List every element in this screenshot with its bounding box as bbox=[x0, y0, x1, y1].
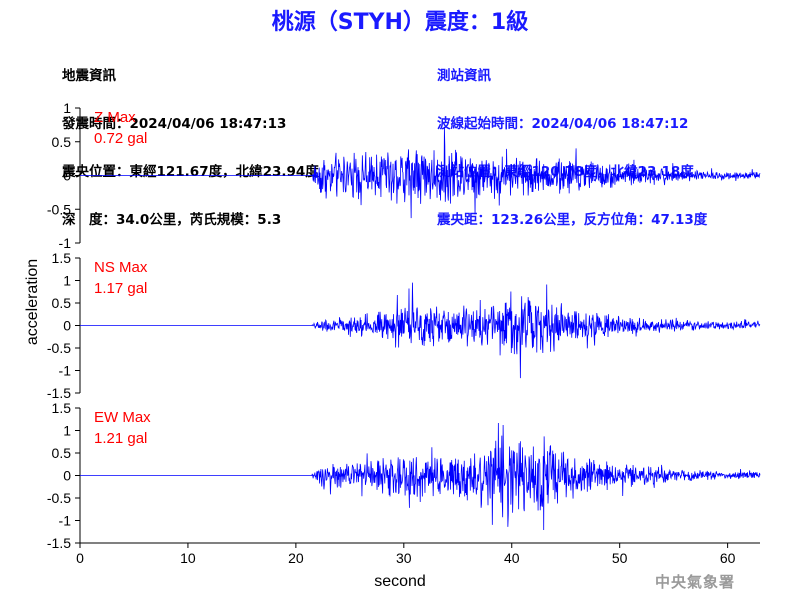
component-label: Z Max bbox=[94, 109, 136, 126]
y-tick-label: 0 bbox=[63, 318, 71, 334]
x-tick-label: 40 bbox=[504, 550, 520, 566]
y-tick-label: 1.5 bbox=[52, 250, 72, 266]
y-tick-label: -1.5 bbox=[47, 535, 71, 551]
waveform-ew bbox=[80, 423, 761, 530]
y-tick-label: -0.5 bbox=[47, 201, 71, 217]
y-tick-label: -0.5 bbox=[47, 490, 71, 506]
y-tick-label: 0 bbox=[63, 468, 71, 484]
y-axis-label: acceleration bbox=[24, 259, 41, 345]
station-info-heading: 測站資訊 bbox=[437, 68, 491, 84]
component-label: NS Max bbox=[94, 259, 148, 276]
x-axis-label: second bbox=[374, 573, 426, 590]
y-tick-label: -1.5 bbox=[47, 385, 71, 401]
y-tick-label: 1 bbox=[63, 423, 71, 439]
x-tick-label: 60 bbox=[720, 550, 736, 566]
y-tick-label: -0.5 bbox=[47, 340, 71, 356]
x-tick-label: 20 bbox=[288, 550, 304, 566]
y-tick-label: 0.5 bbox=[52, 295, 72, 311]
epicentral-distance: 震央距：123.26公里，反方位角：47.13度 bbox=[437, 212, 708, 228]
max-value-label: 0.72 gal bbox=[94, 130, 147, 147]
x-tick-label: 30 bbox=[396, 550, 412, 566]
event-info: 地震資訊 發震時間：2024/04/06 18:47:13 震央位置：東經121… bbox=[62, 36, 319, 244]
waveform-z bbox=[80, 126, 761, 219]
depth-magnitude: 深 度：34.0公里，芮氏規模：5.3 bbox=[62, 212, 282, 228]
y-tick-label: 1 bbox=[63, 273, 71, 289]
origin-time: 發震時間：2024/04/06 18:47:13 bbox=[62, 116, 287, 132]
x-tick-label: 50 bbox=[612, 550, 628, 566]
event-info-heading: 地震資訊 bbox=[62, 68, 116, 84]
y-tick-label: -1 bbox=[59, 235, 72, 251]
y-tick-label: 0 bbox=[63, 168, 71, 184]
y-tick-label: 0.5 bbox=[52, 445, 72, 461]
y-tick-label: 1.5 bbox=[52, 400, 72, 416]
component-label: EW Max bbox=[94, 409, 151, 426]
x-tick-label: 0 bbox=[76, 550, 84, 566]
wave-start-time: 波線起始時間：2024/04/06 18:47:12 bbox=[437, 116, 689, 132]
x-tick-label: 10 bbox=[180, 550, 196, 566]
chart-title: 桃源（STYH）震度：1級 bbox=[271, 10, 529, 35]
y-tick-label: -1 bbox=[59, 363, 72, 379]
station-info: 測站資訊 波線起始時間：2024/04/06 18:47:12 測站位置：東經1… bbox=[437, 36, 707, 244]
epicenter-location: 震央位置：東經121.67度，北緯23.94度 bbox=[62, 164, 319, 180]
agency-credit: 中央氣象署 bbox=[655, 573, 736, 591]
max-value-label: 1.21 gal bbox=[94, 430, 147, 447]
y-tick-label: 0.5 bbox=[52, 134, 72, 150]
y-tick-label: 1 bbox=[63, 100, 71, 116]
max-value-label: 1.17 gal bbox=[94, 280, 147, 297]
y-tick-label: -1 bbox=[59, 513, 72, 529]
waveform-ns bbox=[80, 282, 761, 379]
